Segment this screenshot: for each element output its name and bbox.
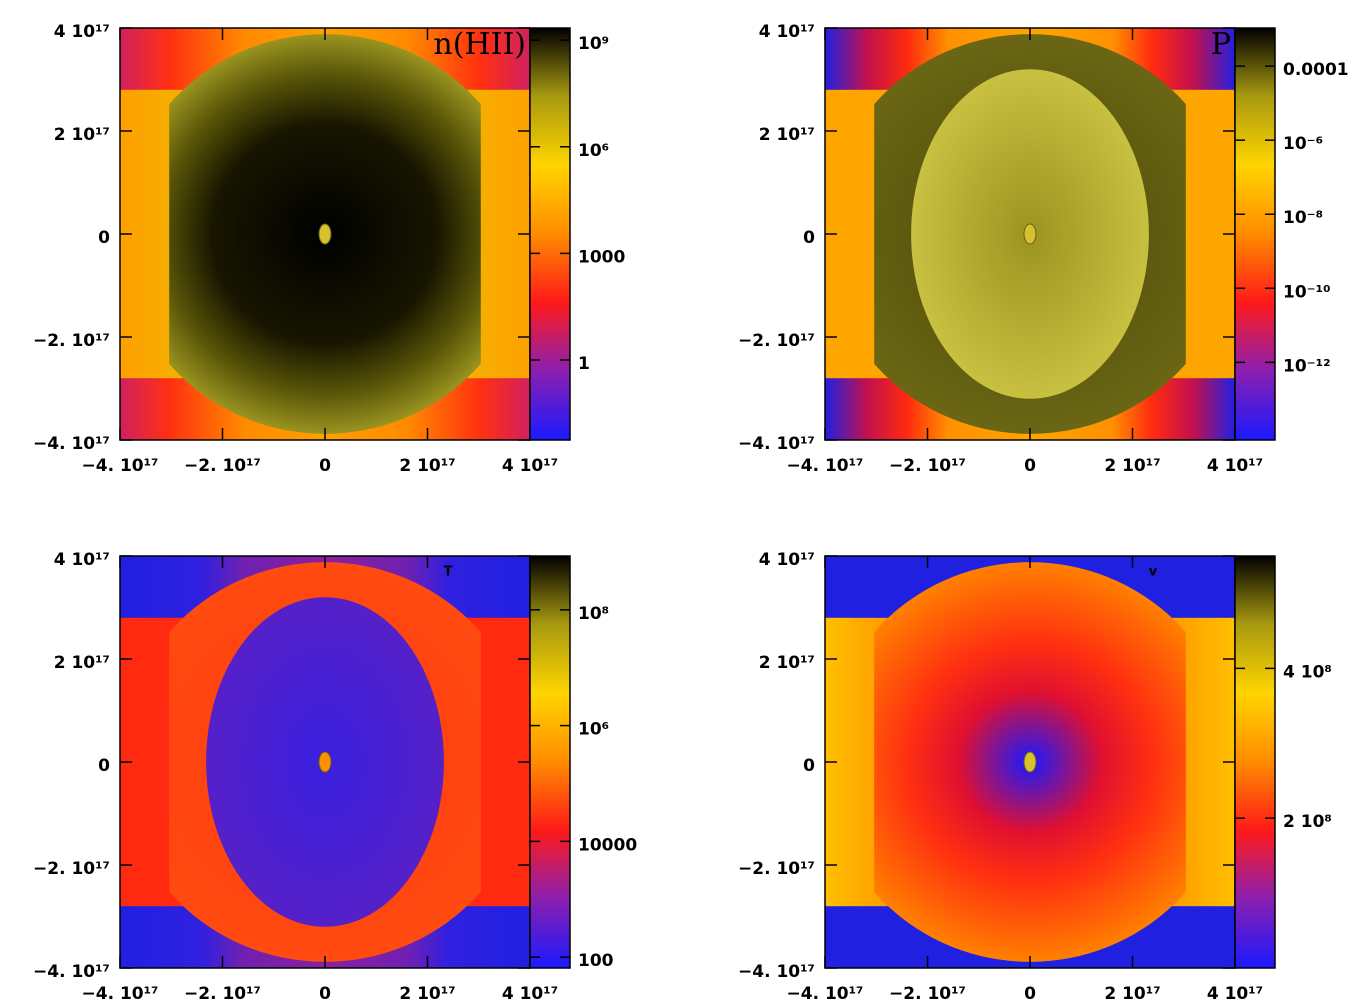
colorbar-tick-label: 2 10⁸	[1283, 812, 1332, 832]
x-tick-label: −2. 10¹⁷	[889, 984, 966, 1003]
panel-title: v	[1149, 565, 1158, 580]
x-tick-label: 0	[319, 456, 331, 476]
y-tick-label: −4. 10¹⁷	[33, 434, 110, 454]
x-tick-label: −2. 10¹⁷	[184, 984, 261, 1003]
y-tick-label: 0	[803, 228, 815, 248]
y-tick-label: 4 10¹⁷	[759, 22, 815, 42]
x-tick-label: 4 10¹⁷	[502, 456, 558, 476]
x-tick-label: 2 10¹⁷	[399, 456, 455, 476]
x-tick-label: −4. 10¹⁷	[787, 984, 864, 1003]
colorbar-tick-label: 1	[578, 354, 590, 374]
x-tick-label: 4 10¹⁷	[1207, 984, 1263, 1003]
x-tick-label: 2 10¹⁷	[1104, 456, 1160, 476]
colorbar-tick-label: 10⁸	[578, 604, 609, 624]
x-tick-label: 2 10¹⁷	[399, 984, 455, 1003]
panel-title: P	[1211, 27, 1231, 62]
y-tick-label: 0	[803, 756, 815, 776]
colorbar-tick-label: 10⁻¹⁰	[1283, 282, 1331, 302]
colorbar-tick-label: 10000	[578, 835, 637, 855]
field-image	[120, 28, 530, 440]
x-tick-label: 2 10¹⁷	[1104, 984, 1160, 1003]
x-tick-label: 4 10¹⁷	[1207, 456, 1263, 476]
colorbar-tick-label: 4 10⁸	[1283, 662, 1332, 682]
y-tick-label: −2. 10¹⁷	[33, 859, 110, 879]
x-tick-label: −4. 10¹⁷	[82, 984, 159, 1003]
field-image	[120, 556, 530, 968]
panel-title: T	[444, 565, 453, 580]
colorbar-tick-label: 10⁶	[578, 141, 609, 161]
y-tick-label: −4. 10¹⁷	[33, 962, 110, 982]
y-tick-label: −2. 10¹⁷	[738, 859, 815, 879]
field-source	[1023, 223, 1037, 245]
x-tick-label: 0	[1024, 456, 1036, 476]
x-tick-label: 4 10¹⁷	[502, 984, 558, 1003]
field-source	[318, 751, 332, 773]
y-tick-label: 4 10¹⁷	[759, 550, 815, 570]
colorbar-tick-label: 10⁻⁸	[1283, 208, 1323, 228]
y-tick-label: −4. 10¹⁷	[738, 962, 815, 982]
y-tick-label: 4 10¹⁷	[54, 550, 110, 570]
colorbar-tick-label: 10⁹	[578, 34, 609, 54]
y-tick-label: −2. 10¹⁷	[738, 331, 815, 351]
y-tick-label: 2 10¹⁷	[54, 653, 110, 673]
y-tick-label: −2. 10¹⁷	[33, 331, 110, 351]
colorbar-tick-label: 1000	[578, 247, 625, 267]
y-tick-label: 0	[98, 228, 110, 248]
colorbar	[529, 27, 571, 441]
field-source	[1023, 751, 1037, 773]
y-tick-label: 0	[98, 756, 110, 776]
y-tick-label: 2 10¹⁷	[759, 125, 815, 145]
colorbar-tick-label: 10⁻¹²	[1283, 356, 1331, 376]
colorbar-tick-label: 100	[578, 951, 614, 971]
colorbar-tick-label: 10⁻⁶	[1283, 134, 1323, 154]
colorbar	[1234, 27, 1276, 441]
colorbar	[1234, 555, 1276, 969]
x-tick-label: −2. 10¹⁷	[184, 456, 261, 476]
y-tick-label: 4 10¹⁷	[54, 22, 110, 42]
x-tick-label: −4. 10¹⁷	[82, 456, 159, 476]
x-tick-label: −4. 10¹⁷	[787, 456, 864, 476]
field-image	[825, 556, 1235, 968]
x-tick-label: 0	[1024, 984, 1036, 1003]
panel-title: n(HII)	[433, 27, 526, 62]
colorbar	[529, 555, 571, 969]
x-tick-label: 0	[319, 984, 331, 1003]
colorbar-tick-label: 0.0001	[1283, 60, 1349, 80]
y-tick-label: 2 10¹⁷	[759, 653, 815, 673]
colorbar-tick-label: 10⁶	[578, 720, 609, 740]
y-tick-label: 2 10¹⁷	[54, 125, 110, 145]
field-source	[318, 223, 332, 245]
x-tick-label: −2. 10¹⁷	[889, 456, 966, 476]
y-tick-label: −4. 10¹⁷	[738, 434, 815, 454]
field-image	[825, 28, 1235, 440]
